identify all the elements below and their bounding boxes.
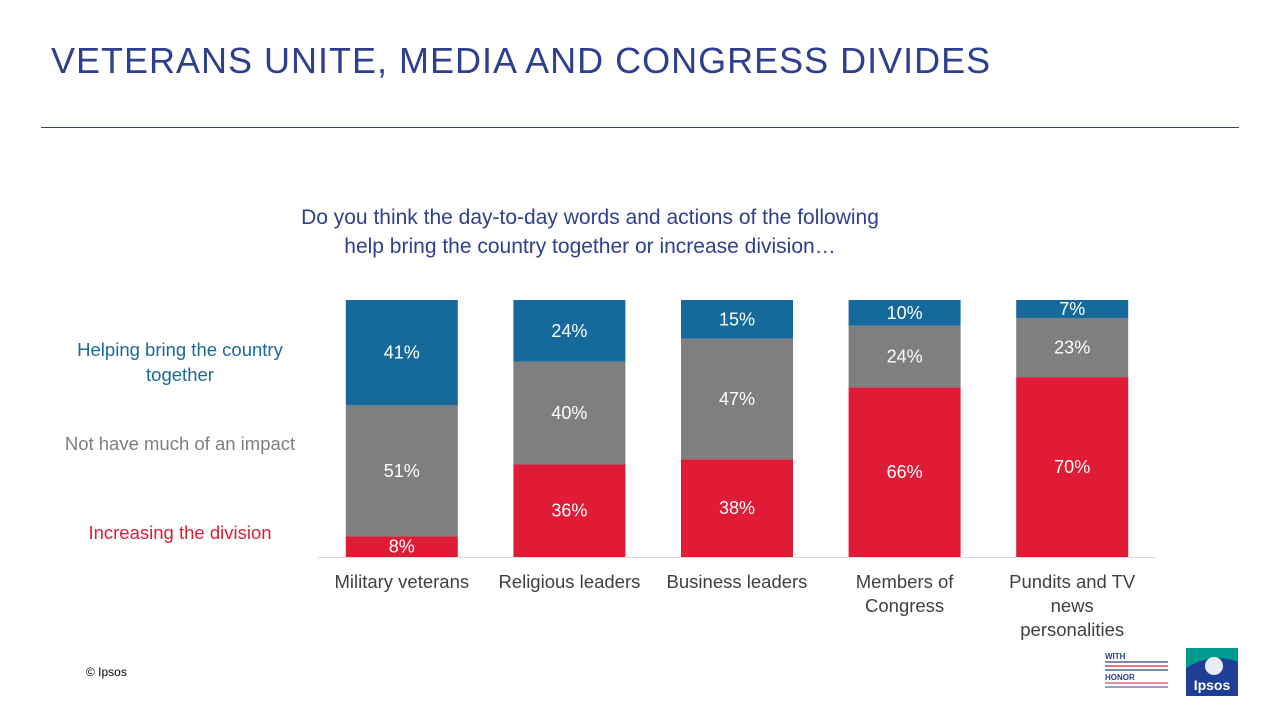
ipsos-logo-text: Ipsos [1194,677,1231,693]
data-label: 47% [719,389,755,409]
slide-title: VETERANS UNITE, MEDIA AND CONGRESS DIVID… [51,40,992,81]
bar-segment [681,459,793,557]
category-label: Military veterans [334,571,469,592]
title-divider [41,127,1239,128]
data-label: 70% [1054,457,1090,477]
category-label: Business leaders [667,571,808,592]
bar-segment [513,361,626,465]
ipsos-logo: Ipsos [1186,648,1238,696]
bar-segment [345,405,458,537]
category-label: Pundits and TV [1009,571,1136,592]
bar-segment [513,300,626,362]
category-label: Religious leaders [498,571,640,592]
bar-segment [345,536,458,557]
bar-segment [848,387,961,557]
data-label: 36% [551,501,587,521]
data-label: 51% [384,461,420,481]
legend-helping-together: Helping bring the country together [77,339,283,385]
category-label: Congress [865,595,944,616]
data-label: 24% [551,321,587,341]
bar-segment [848,325,961,388]
copyright-notice: © Ipsos [86,665,127,679]
bar-segment [848,300,961,326]
chart-question: Do you think the day-to-day words and ac… [301,206,879,258]
bar-segment [681,338,793,460]
legend-increasing-division: Increasing the division [88,522,272,543]
data-label: 10% [887,303,923,323]
bar-segment [513,464,626,557]
bar-segment [1016,317,1129,378]
data-label: 7% [1059,299,1085,319]
bar-segment [345,300,458,406]
data-label: 23% [1054,338,1090,358]
category-label: news [1051,595,1094,616]
bar-segment [1016,300,1129,318]
data-label: 41% [384,343,420,363]
data-label: 15% [719,309,755,329]
with-honor-logo: WITH HONOR [1105,652,1168,688]
with-honor-logo-top: WITH [1105,652,1126,661]
legend-no-impact: Not have much of an impact [64,433,296,454]
data-label: 66% [887,462,923,482]
data-label: 38% [719,498,755,518]
category-label: personalities [1020,619,1124,640]
bar-segment [1016,377,1129,557]
data-label: 40% [551,403,587,423]
bar-segment [681,300,793,339]
category-label: Members of [856,571,955,592]
data-label: 24% [887,347,923,367]
data-label: 8% [389,537,415,557]
with-honor-logo-bottom: HONOR [1105,673,1135,682]
